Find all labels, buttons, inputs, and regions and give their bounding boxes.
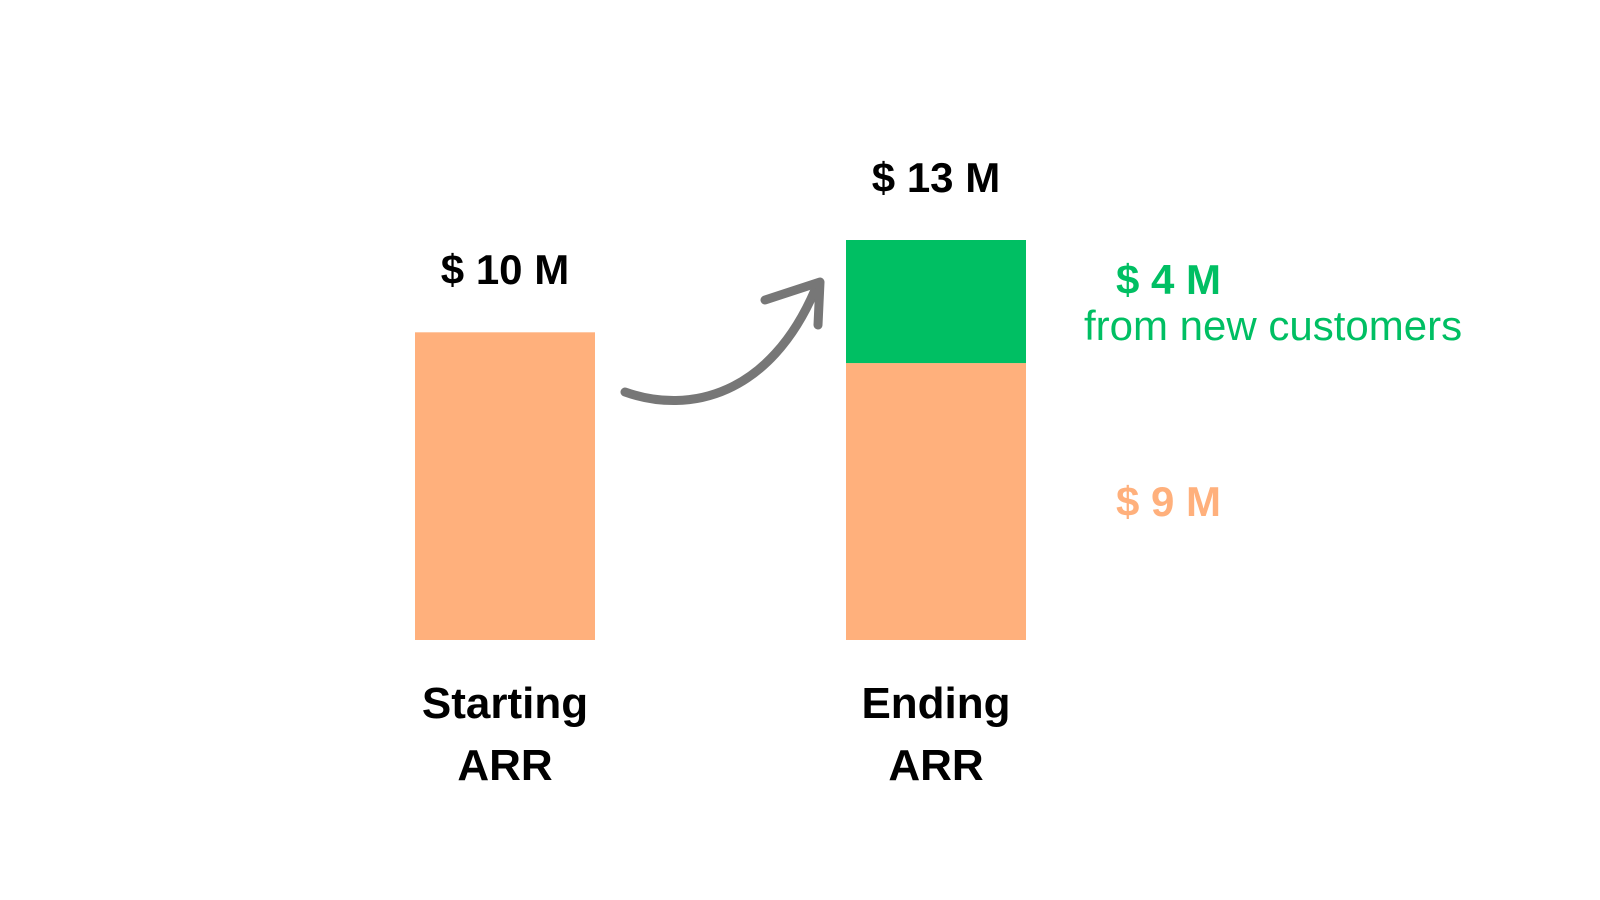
growth-arrowhead <box>760 277 825 330</box>
segment-name: from new customers <box>1084 301 1463 349</box>
total-label: $ 10 M <box>440 246 570 294</box>
bar-segment <box>846 240 1026 364</box>
category-label: Starting ARR <box>421 679 589 790</box>
category-label: Ending ARR <box>861 679 1011 790</box>
growth-arrow <box>620 285 820 406</box>
segment-label: $ 9 M <box>1116 477 1222 525</box>
segment-label: $ 4 M <box>1116 255 1222 303</box>
bar-segment <box>846 363 1026 640</box>
bar-segment <box>415 332 595 640</box>
total-label: $ 13 M <box>871 154 1001 201</box>
